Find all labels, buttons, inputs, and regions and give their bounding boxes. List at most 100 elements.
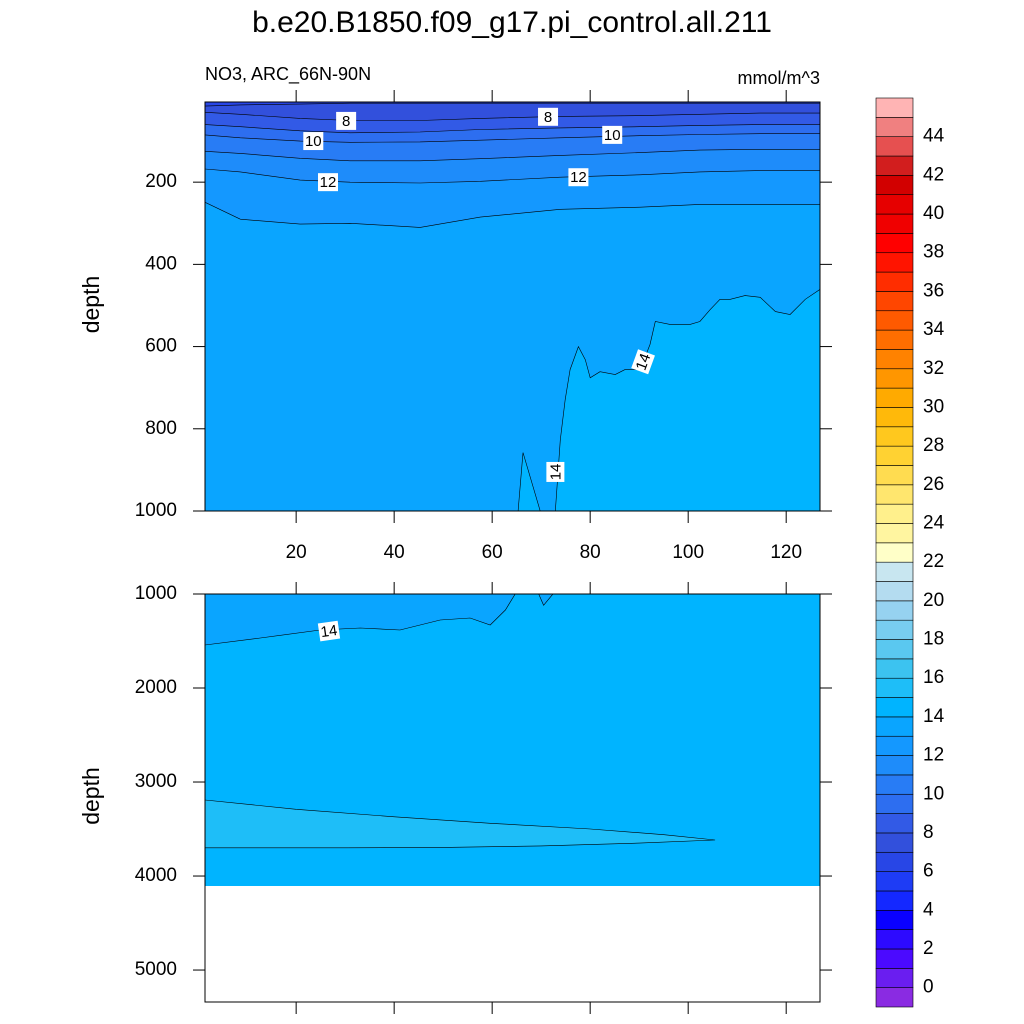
colorbar-box xyxy=(875,271,914,292)
colorbar-label: 10 xyxy=(923,783,944,804)
y-tick-label: 5000 xyxy=(135,959,177,980)
contour-label: 12 xyxy=(568,168,589,187)
contour-fill xyxy=(205,594,553,645)
y-axis-label: depth xyxy=(78,276,104,334)
contour-fill xyxy=(205,800,716,848)
colorbar-label: 16 xyxy=(923,667,944,688)
colorbar-box xyxy=(875,639,914,660)
colorbar-label: 44 xyxy=(923,126,945,147)
contour-label-box xyxy=(568,168,589,187)
colorbar-box xyxy=(875,97,914,118)
y-tick-label: 400 xyxy=(145,253,177,274)
colorbar-label: 32 xyxy=(923,358,944,379)
colorbar-label: 18 xyxy=(923,629,944,650)
colorbar-box xyxy=(875,387,914,408)
y-tick-label: 3000 xyxy=(135,771,177,792)
colorbar-box xyxy=(875,968,914,988)
contour-line xyxy=(205,799,716,849)
contour-label: 10 xyxy=(303,132,324,151)
colorbar-label: 14 xyxy=(923,706,945,727)
plot-frame xyxy=(204,593,821,1003)
contour-line xyxy=(205,112,820,121)
contour-label-box xyxy=(317,620,341,642)
x-tick-label: 100 xyxy=(672,542,704,563)
contour-label: 8 xyxy=(538,107,559,126)
y-tick-label: 200 xyxy=(145,171,177,192)
colorbar-label: 20 xyxy=(923,590,944,611)
colorbar-box xyxy=(875,716,914,737)
x-tick-label: 80 xyxy=(580,542,601,563)
colorbar-box xyxy=(875,407,914,428)
colorbar-box xyxy=(875,252,914,273)
colorbar-box xyxy=(875,755,914,776)
colorbar-box xyxy=(875,368,914,389)
colorbar-label: 22 xyxy=(923,551,944,572)
colorbar-box xyxy=(875,697,914,718)
x-tick-label: 40 xyxy=(384,542,405,563)
x-tick-label: 20 xyxy=(286,542,307,563)
contour-label-box xyxy=(303,132,324,151)
colorbar-box xyxy=(875,213,914,234)
colorbar-box xyxy=(875,581,914,602)
colorbar-label: 28 xyxy=(923,435,944,456)
contour-label-box xyxy=(631,349,655,375)
contour-label-text: 14 xyxy=(320,622,339,641)
colorbar-box xyxy=(875,619,914,640)
contour-label-text: 10 xyxy=(305,133,322,150)
contour-line xyxy=(205,124,820,134)
chart-title: b.e20.B1850.f09_g17.pi_control.all.211 xyxy=(252,6,772,39)
colorbar-box xyxy=(875,484,914,505)
colorbar-box xyxy=(875,291,914,312)
colorbar-box xyxy=(875,600,914,621)
colorbar-label: 30 xyxy=(923,396,944,417)
colorbar-box xyxy=(875,929,914,950)
colorbar-label: 4 xyxy=(923,899,934,920)
y-tick-label: 600 xyxy=(145,336,177,357)
colorbar-box xyxy=(875,117,914,137)
colorbar-label: 6 xyxy=(923,861,934,882)
contour-label-box xyxy=(546,461,565,482)
contour-label-text: 8 xyxy=(544,109,552,126)
colorbar-box xyxy=(875,851,914,872)
colorbar-box xyxy=(875,890,914,911)
contour-label: 14 xyxy=(631,349,655,375)
colorbar-box xyxy=(875,813,914,834)
colorbar-box xyxy=(875,155,914,176)
x-tick-label: 120 xyxy=(770,542,802,563)
y-tick-label: 1000 xyxy=(135,500,177,521)
subtitle: NO3, ARC_66N-90N xyxy=(205,64,371,85)
colorbar-box xyxy=(875,909,914,930)
colorbar-label: 36 xyxy=(923,280,944,301)
contour-label: 12 xyxy=(318,173,338,192)
contour-label: 8 xyxy=(336,111,357,130)
contour-label-text: 10 xyxy=(604,127,621,144)
contour-fill xyxy=(205,102,820,121)
plot-area xyxy=(205,102,820,511)
contour-line xyxy=(205,133,820,143)
contour-label-box xyxy=(318,173,338,192)
colorbar-box xyxy=(875,987,914,1008)
colorbar-box xyxy=(875,465,914,486)
contour-label-box xyxy=(538,107,559,126)
colorbar-box xyxy=(875,445,914,466)
contour-line xyxy=(205,168,820,184)
colorbar-box xyxy=(875,735,914,756)
colorbar-box xyxy=(875,194,914,215)
y-tick-label: 4000 xyxy=(135,865,177,886)
colorbar-box xyxy=(875,677,914,698)
colorbar-label: 2 xyxy=(923,938,934,959)
colorbar-box xyxy=(875,349,914,370)
missing-data xyxy=(205,885,820,1002)
contour-line xyxy=(205,102,820,107)
colorbar-label: 40 xyxy=(923,203,944,224)
colorbar-box xyxy=(875,793,914,814)
colorbar-box xyxy=(875,233,914,254)
colorbar-box xyxy=(875,871,914,892)
contour-label-text: 12 xyxy=(570,169,587,186)
colorbar-box xyxy=(875,329,914,350)
colorbar-box xyxy=(875,136,914,157)
colorbar-label: 42 xyxy=(923,164,944,185)
y-tick-label: 1000 xyxy=(135,583,177,604)
contour-line xyxy=(205,149,820,162)
